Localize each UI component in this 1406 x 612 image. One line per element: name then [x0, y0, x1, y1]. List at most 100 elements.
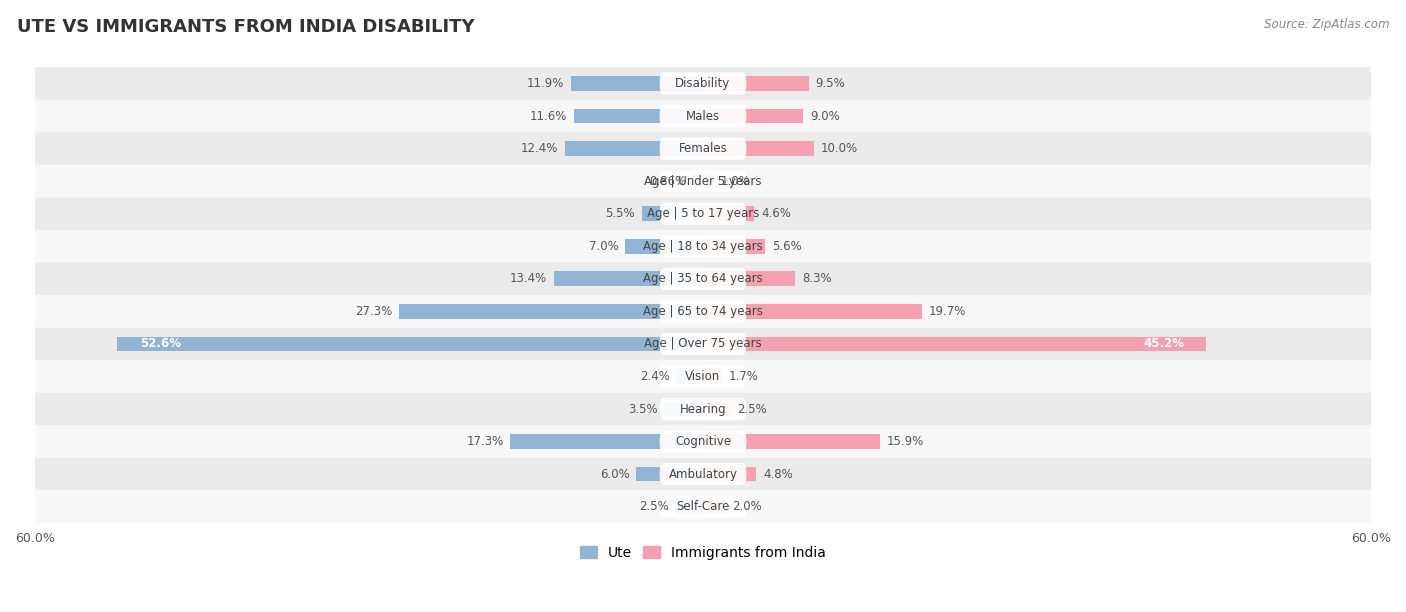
Text: Hearing: Hearing	[679, 403, 727, 416]
Text: 45.2%: 45.2%	[1143, 337, 1184, 351]
Text: Cognitive: Cognitive	[675, 435, 731, 448]
Bar	[703, 304, 922, 319]
FancyBboxPatch shape	[659, 463, 747, 485]
FancyBboxPatch shape	[659, 138, 747, 160]
Bar	[703, 174, 714, 188]
FancyBboxPatch shape	[35, 230, 1371, 263]
Text: 4.8%: 4.8%	[763, 468, 793, 480]
FancyBboxPatch shape	[659, 105, 747, 127]
FancyBboxPatch shape	[35, 67, 1371, 100]
FancyBboxPatch shape	[35, 327, 1371, 360]
Text: 9.0%: 9.0%	[810, 110, 839, 122]
Bar	[703, 109, 803, 124]
Text: 17.3%: 17.3%	[467, 435, 503, 448]
Bar	[571, 76, 703, 91]
FancyBboxPatch shape	[35, 393, 1371, 425]
Text: Age | 35 to 64 years: Age | 35 to 64 years	[643, 272, 763, 285]
Text: 9.5%: 9.5%	[815, 77, 845, 90]
Text: Age | 65 to 74 years: Age | 65 to 74 years	[643, 305, 763, 318]
Text: 10.0%: 10.0%	[821, 142, 858, 155]
Bar	[510, 435, 703, 449]
Bar	[626, 239, 703, 253]
Text: 52.6%: 52.6%	[139, 337, 180, 351]
FancyBboxPatch shape	[659, 496, 747, 518]
Legend: Ute, Immigrants from India: Ute, Immigrants from India	[575, 540, 831, 565]
Bar	[664, 401, 703, 416]
FancyBboxPatch shape	[35, 360, 1371, 393]
FancyBboxPatch shape	[35, 490, 1371, 523]
Text: 6.0%: 6.0%	[600, 468, 630, 480]
FancyBboxPatch shape	[659, 398, 747, 420]
Text: 15.9%: 15.9%	[887, 435, 924, 448]
FancyBboxPatch shape	[659, 365, 747, 387]
Text: Age | 18 to 34 years: Age | 18 to 34 years	[643, 240, 763, 253]
Text: 2.0%: 2.0%	[733, 500, 762, 513]
FancyBboxPatch shape	[35, 100, 1371, 132]
FancyBboxPatch shape	[659, 235, 747, 258]
Text: Age | Over 75 years: Age | Over 75 years	[644, 337, 762, 351]
Bar	[636, 467, 703, 482]
Text: 5.6%: 5.6%	[772, 240, 801, 253]
Bar	[703, 272, 796, 286]
Bar	[703, 499, 725, 514]
Bar	[703, 369, 721, 384]
FancyBboxPatch shape	[35, 132, 1371, 165]
Bar	[641, 206, 703, 221]
Bar	[703, 337, 1206, 351]
Bar	[703, 76, 808, 91]
Bar	[574, 109, 703, 124]
Text: UTE VS IMMIGRANTS FROM INDIA DISABILITY: UTE VS IMMIGRANTS FROM INDIA DISABILITY	[17, 18, 474, 36]
Text: 5.5%: 5.5%	[606, 207, 636, 220]
FancyBboxPatch shape	[659, 430, 747, 453]
Text: 1.7%: 1.7%	[728, 370, 758, 383]
Bar	[554, 272, 703, 286]
Text: 27.3%: 27.3%	[356, 305, 392, 318]
Text: 11.9%: 11.9%	[526, 77, 564, 90]
Text: 3.5%: 3.5%	[627, 403, 658, 416]
Text: Ambulatory: Ambulatory	[668, 468, 738, 480]
Text: Disability: Disability	[675, 77, 731, 90]
FancyBboxPatch shape	[659, 300, 747, 323]
FancyBboxPatch shape	[659, 267, 747, 290]
Bar	[399, 304, 703, 319]
Bar	[703, 239, 765, 253]
Text: 12.4%: 12.4%	[520, 142, 558, 155]
Text: 1.0%: 1.0%	[721, 174, 751, 188]
Bar	[703, 435, 880, 449]
Bar	[703, 401, 731, 416]
Text: 0.86%: 0.86%	[650, 174, 686, 188]
FancyBboxPatch shape	[35, 295, 1371, 327]
Bar	[703, 206, 754, 221]
FancyBboxPatch shape	[35, 263, 1371, 295]
Text: 11.6%: 11.6%	[530, 110, 567, 122]
Text: 19.7%: 19.7%	[929, 305, 966, 318]
Bar	[676, 369, 703, 384]
Text: 8.3%: 8.3%	[801, 272, 832, 285]
Text: Age | 5 to 17 years: Age | 5 to 17 years	[647, 207, 759, 220]
Text: 13.4%: 13.4%	[510, 272, 547, 285]
Text: 2.5%: 2.5%	[638, 500, 668, 513]
Bar	[693, 174, 703, 188]
FancyBboxPatch shape	[35, 165, 1371, 198]
Text: Vision: Vision	[685, 370, 721, 383]
FancyBboxPatch shape	[35, 458, 1371, 490]
FancyBboxPatch shape	[35, 198, 1371, 230]
Text: 2.5%: 2.5%	[738, 403, 768, 416]
Text: 2.4%: 2.4%	[640, 370, 669, 383]
Text: Self-Care: Self-Care	[676, 500, 730, 513]
Bar	[117, 337, 703, 351]
FancyBboxPatch shape	[659, 203, 747, 225]
Text: Age | Under 5 years: Age | Under 5 years	[644, 174, 762, 188]
FancyBboxPatch shape	[659, 72, 747, 95]
Bar	[565, 141, 703, 156]
Bar	[703, 141, 814, 156]
Text: 7.0%: 7.0%	[589, 240, 619, 253]
Text: Males: Males	[686, 110, 720, 122]
Bar	[675, 499, 703, 514]
Text: Source: ZipAtlas.com: Source: ZipAtlas.com	[1264, 18, 1389, 31]
FancyBboxPatch shape	[659, 170, 747, 192]
Text: Females: Females	[679, 142, 727, 155]
Bar	[703, 467, 756, 482]
FancyBboxPatch shape	[35, 425, 1371, 458]
FancyBboxPatch shape	[659, 333, 747, 355]
